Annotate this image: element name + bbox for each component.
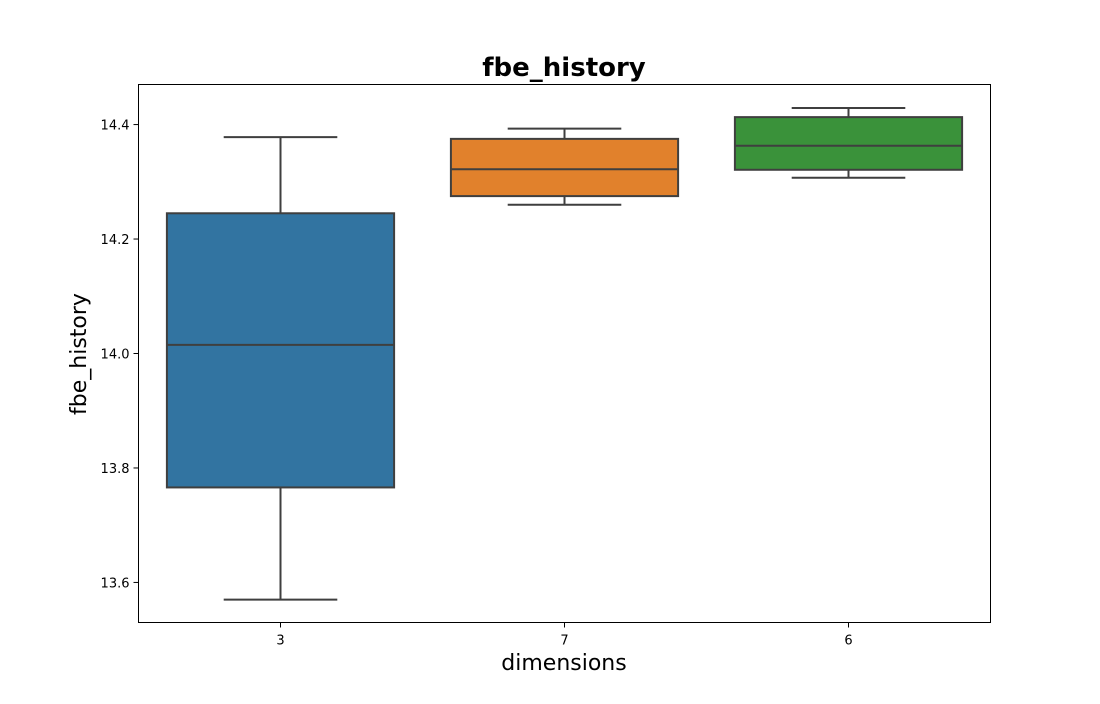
y-tick-label: 13.6 [101, 576, 130, 591]
box-body [733, 116, 964, 171]
y-tick-label: 14.2 [101, 233, 130, 248]
x-tick-label: 6 [844, 634, 852, 649]
box-item-7 [449, 127, 680, 206]
y-axis-ticks: 13.6 13.8 14.0 14.2 14.4 [101, 119, 139, 591]
box-body [165, 212, 396, 489]
box-group [165, 106, 964, 601]
x-tick-label: 7 [560, 634, 568, 649]
y-tick-label: 14.0 [101, 348, 130, 363]
box-body [449, 137, 680, 198]
y-axis-label: fbe_history [67, 293, 92, 415]
box-item-6 [733, 106, 964, 179]
y-tick-label: 14.4 [101, 119, 130, 134]
y-tick-label: 13.8 [101, 462, 130, 477]
chart-title: fbe_history [482, 53, 646, 83]
x-axis-label: dimensions [501, 651, 626, 676]
box-item-3 [165, 136, 396, 601]
x-tick-label: 3 [276, 634, 284, 649]
x-axis-ticks: 3 7 6 [276, 622, 853, 649]
